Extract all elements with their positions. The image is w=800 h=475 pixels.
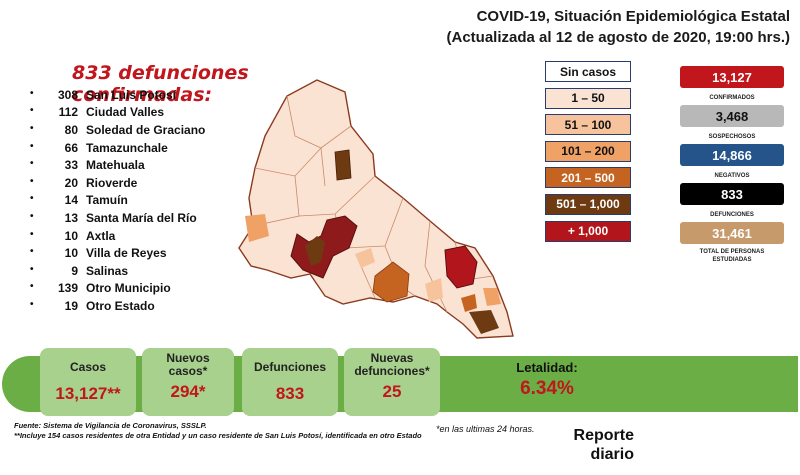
map-region-fill	[469, 310, 499, 334]
new-deaths-cell: Nuevas defunciones* 25	[344, 348, 440, 416]
source-note: Fuente: Sistema de Vigilancia de Coronav…	[14, 421, 207, 430]
stat-label: TOTAL DE PERSONAS ESTUDIADAS	[699, 249, 765, 263]
stat-label: CONFIRMADOS	[709, 95, 755, 101]
municipality-name: Ciudad Valles	[86, 105, 165, 120]
municipality-name: Axtla	[86, 228, 116, 243]
report-line-2: diario	[590, 446, 634, 463]
map-legend: Sin casos 1 – 50 51 – 100 101 – 200 201 – 50…	[545, 61, 631, 247]
state-map	[238, 79, 514, 339]
lethality-label: Letalidad:	[516, 360, 578, 375]
death-count: 66	[30, 141, 86, 155]
municipality-name: Salinas	[86, 263, 129, 278]
stat-value-box: 31,461	[680, 222, 784, 244]
legend-item: 501 – 1,000	[545, 193, 631, 215]
death-count: 139	[30, 281, 86, 295]
municipality-name: Otro Municipio	[86, 281, 171, 296]
map-state-outline	[238, 79, 514, 339]
new-deaths-label: Nuevas defunciones*	[354, 351, 430, 378]
last-24h-note: *en las ultimas 24 horas.	[436, 424, 535, 434]
legend-item: + 1,000	[545, 220, 631, 242]
report-date: (Actualizada al 12 de agosto de 2020, 19…	[446, 29, 790, 46]
map-region-fill	[461, 294, 477, 312]
lethality-value: 6.34%	[520, 378, 574, 399]
map-region-fill	[355, 248, 375, 268]
municipality-name: Rioverde	[86, 175, 138, 190]
municipality-name: San Luis Potosí	[86, 87, 177, 102]
map-region-fill	[305, 236, 325, 266]
municipality-name: Villa de Reyes	[86, 246, 167, 261]
municipality-name: Tamazunchale	[86, 140, 168, 155]
death-count: 33	[30, 158, 86, 172]
stat-value-box: 833	[680, 183, 784, 205]
stats-panel: 13,127 CONFIRMADOS 3,468 SOSPECHOSOS 14,866 N…	[680, 66, 784, 263]
legend-item: 101 – 200	[545, 140, 631, 162]
stat-label: DEFUNCIONES	[710, 212, 754, 218]
deaths-title: 833 defunciones confirmadas:	[72, 62, 249, 106]
stat-value-box: 14,866	[680, 144, 784, 166]
map-region-fill	[245, 214, 269, 242]
deaths-cell: Defunciones 833	[242, 348, 338, 416]
stat-label: SOSPECHOSOS	[708, 134, 756, 140]
map-region-fill	[444, 245, 478, 289]
legend-item: 51 – 100	[545, 114, 631, 136]
report-line-1: Reporte	[573, 427, 634, 444]
deaths-label: Defunciones	[253, 360, 326, 374]
lethality-block: Letalidad: 6.34%	[472, 360, 622, 400]
stat-value-box: 13,127	[680, 66, 784, 88]
deaths-value: 833	[275, 384, 305, 403]
stat-label: NEGATIVOS	[714, 173, 750, 179]
map-region-fill	[483, 288, 501, 306]
legend-item: Sin casos	[545, 61, 631, 82]
map-region-fill	[334, 149, 352, 181]
new-cases-value: 294*	[170, 382, 206, 401]
municipality-name: Soledad de Graciano	[86, 122, 206, 137]
death-count: 9	[30, 264, 86, 278]
death-count: 19	[30, 299, 86, 313]
death-count: 20	[30, 176, 86, 190]
new-cases-label: Nuevos casos*	[166, 351, 210, 378]
new-deaths-value: 25	[382, 382, 402, 401]
report-title: COVID-19, Situación Epidemiológica Estat…	[476, 8, 790, 25]
summary-banner: Casos 13,127** Nuevos casos* 294* Defunc…	[2, 348, 798, 418]
death-count: 80	[30, 123, 86, 137]
cases-value: 13,127**	[55, 384, 121, 403]
legend-item: 1 – 50	[545, 87, 631, 109]
map-region-fill	[425, 278, 443, 302]
stat-value-box: 3,468	[680, 105, 784, 127]
footnotes: Fuente: Sistema de Vigilancia de Coronav…	[14, 421, 534, 441]
death-count: 14	[30, 193, 86, 207]
municipality-name: Santa María del Río	[86, 210, 197, 225]
municipality-name: Otro Estado	[86, 298, 155, 313]
legend-item: 201 – 500	[545, 167, 631, 189]
cases-cell: Casos 13,127**	[40, 348, 136, 416]
death-count: 13	[30, 211, 86, 225]
death-count: 308	[30, 88, 86, 102]
daily-report-label: Reporte diario	[574, 426, 634, 464]
death-count: 10	[30, 246, 86, 260]
municipality-name: Tamuín	[86, 193, 128, 208]
death-count: 112	[30, 105, 86, 119]
map-region-fill	[372, 261, 410, 303]
report-header: COVID-19, Situación Epidemiológica Estat…	[447, 6, 790, 48]
municipality-name: Matehuala	[86, 158, 145, 173]
death-count: 10	[30, 229, 86, 243]
cases-footnote: **Incluye 154 casos residentes de otra E…	[14, 431, 422, 440]
cases-label: Casos	[69, 360, 107, 374]
new-cases-cell: Nuevos casos* 294*	[142, 348, 234, 416]
